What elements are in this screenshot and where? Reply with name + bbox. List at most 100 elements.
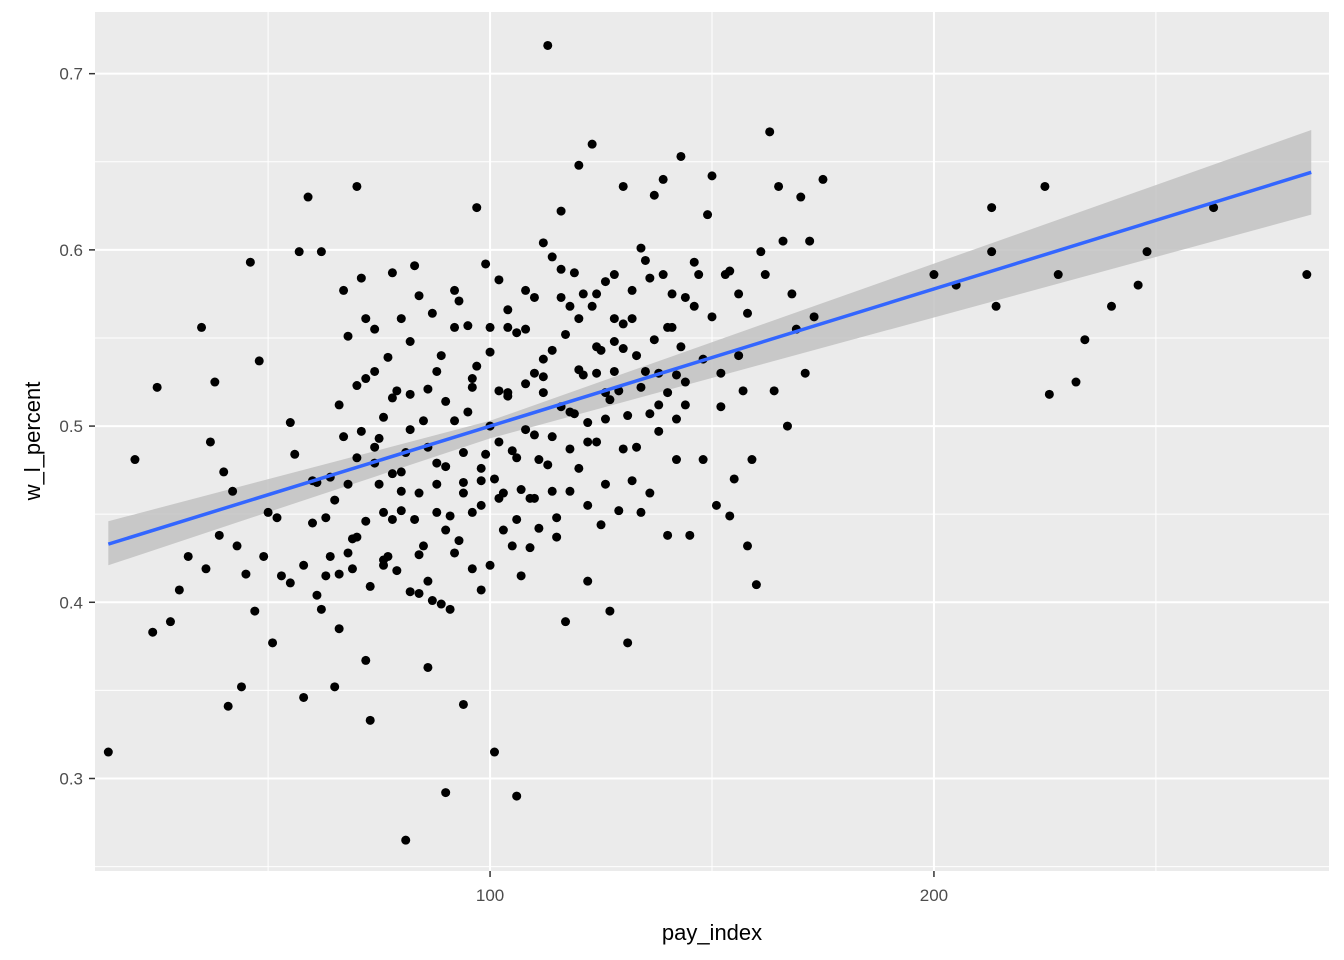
data-point [623,411,633,421]
data-point [343,548,353,558]
data-point [671,455,681,465]
data-point [379,507,389,517]
y-tick-label: 0.3 [59,769,83,788]
data-point [334,624,344,634]
data-point [458,488,468,498]
data-point [751,580,761,590]
data-point [467,564,477,574]
data-point [201,564,211,574]
data-point [632,442,642,452]
data-point [396,467,406,477]
data-point [259,551,269,561]
data-point [716,368,726,378]
data-point [489,474,499,484]
data-point [592,368,602,378]
data-point [205,437,215,447]
data-point [325,551,335,561]
data-point [743,541,753,551]
data-point [472,203,482,213]
data-point [516,571,526,581]
data-point [574,314,584,324]
data-point [374,433,384,443]
data-point [583,437,593,447]
fit-line-layer [107,170,1312,546]
data-point [507,446,517,456]
data-point [774,181,784,191]
data-point [463,321,473,331]
data-point [632,351,642,361]
data-point [618,319,628,329]
data-point [991,301,1001,311]
data-point [356,273,366,283]
data-point [316,247,326,257]
data-point [747,455,757,465]
data-point [574,463,584,473]
data-point [663,388,673,398]
data-point [503,322,513,332]
data-point [321,571,331,581]
data-point [489,747,499,757]
data-point [680,292,690,302]
data-point [379,412,389,422]
data-point [268,638,278,648]
data-point [352,181,362,191]
data-point [370,366,380,376]
data-point [592,437,602,447]
data-point [649,190,659,200]
data-point [392,566,402,576]
data-point [605,606,615,616]
data-point [352,381,362,391]
data-point [405,389,415,399]
data-point [618,444,628,454]
data-point [392,386,402,396]
data-point [658,174,668,184]
data-point [987,247,997,257]
data-point [405,337,415,347]
data-point [543,460,553,470]
data-point [219,467,229,477]
data-point [254,356,264,366]
data-point [454,536,464,546]
data-point [312,590,322,600]
data-point [552,532,562,542]
data-point [330,495,340,505]
data-point [556,206,566,216]
data-point [734,289,744,299]
data-point [365,581,375,591]
data-point [1040,181,1050,191]
data-point [627,285,637,295]
data-point [494,493,504,503]
data-point [405,587,415,597]
data-point [565,301,575,311]
data-point [618,181,628,191]
data-point [458,448,468,458]
data-point [245,257,255,267]
data-point [396,506,406,516]
data-point [485,560,495,570]
data-point [423,576,433,586]
y-tick-label: 0.7 [59,65,83,84]
data-point [1209,203,1219,213]
y-axis: 0.3 0.4 0.5 0.6 0.7 [59,65,95,788]
data-point [671,414,681,424]
data-point [174,585,184,595]
x-tick-label: 200 [920,886,948,905]
data-point [103,747,113,757]
data-point [521,425,531,435]
data-point [805,236,815,246]
data-point [1106,301,1116,311]
data-point [600,277,610,287]
data-point [565,486,575,496]
data-point [441,396,451,406]
data-point [450,416,460,426]
data-point [534,455,544,465]
data-point [765,127,775,137]
data-point [592,289,602,299]
data-point [361,374,371,384]
data-point [636,243,646,253]
data-point [476,463,486,473]
data-point [436,351,446,361]
data-point [418,541,428,551]
data-point [574,160,584,170]
x-axis-title: pay_index [662,920,762,945]
